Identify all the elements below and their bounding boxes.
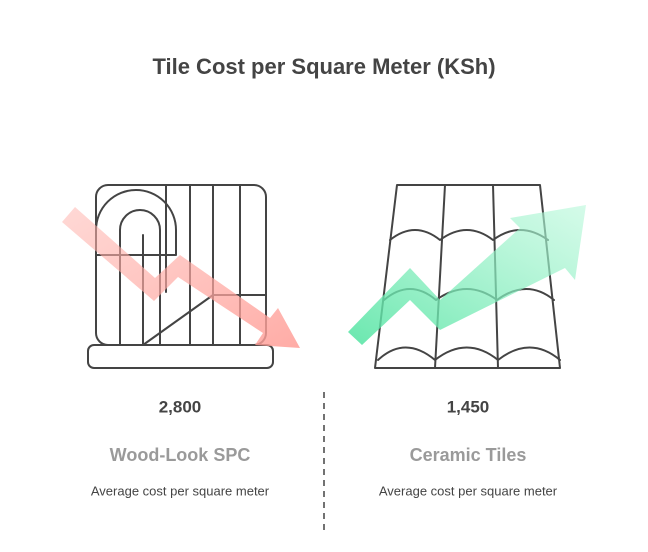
item-name: Ceramic Tiles <box>410 445 527 465</box>
item-name: Wood-Look SPC <box>110 445 251 465</box>
item-value: 1,450 <box>447 397 490 416</box>
down-arrow <box>62 207 300 348</box>
up-arrow <box>348 205 586 345</box>
title: Tile Cost per Square Meter (KSh) <box>152 54 495 79</box>
item-description: Average cost per square meter <box>91 483 270 498</box>
item-description: Average cost per square meter <box>379 483 558 498</box>
item-value: 2,800 <box>159 397 202 416</box>
